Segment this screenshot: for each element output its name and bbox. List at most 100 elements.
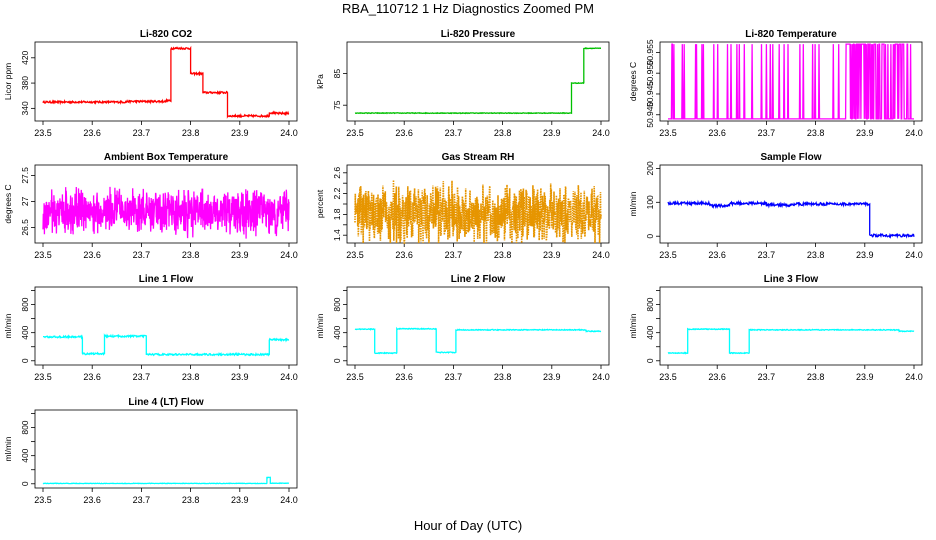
x-tick-label: 23.6 [83, 495, 101, 505]
x-tick-label: 24.0 [280, 372, 298, 382]
x-tick-label: 24.0 [592, 128, 610, 138]
x-tick-label: 23.7 [133, 495, 151, 505]
x-tick-label: 23.6 [708, 372, 726, 382]
y-tick-label: 2.6 [332, 167, 342, 179]
x-tick-label: 23.5 [34, 250, 52, 260]
x-tick-label: 24.0 [592, 250, 610, 260]
y-tick-label: 50.940 [645, 101, 655, 127]
panel-title: Line 3 Flow [764, 274, 819, 285]
x-tick-label: 23.7 [133, 250, 151, 260]
x-tick-label: 23.5 [346, 372, 364, 382]
y-tick-label: 50.945 [645, 81, 655, 107]
x-tick-label: 24.0 [905, 128, 923, 138]
y-axis-label: Licor ppm [3, 63, 13, 100]
y-tick-label: 800 [20, 420, 30, 434]
plot-frame [34, 409, 298, 489]
data-series [354, 179, 602, 244]
data-series [42, 45, 290, 119]
x-tick-label: 23.7 [445, 250, 463, 260]
data-series [42, 186, 290, 239]
y-tick-label: 100 [645, 195, 655, 209]
panel-3: Li-820 Temperature degrees C 23.5 23.6 23.7 2… [628, 29, 923, 138]
y-tick-label: 1.4 [332, 229, 342, 241]
x-tick-label: 23.9 [231, 495, 249, 505]
y-tick-label: 200 [645, 161, 655, 175]
panel-9: Line 3 Flow ml/min 23.5 23.6 23.7 23.8 23.9 24.… [628, 274, 923, 382]
y-tick-label: 800 [332, 297, 342, 311]
y-tick-label: 400 [645, 325, 655, 339]
x-tick-label: 23.6 [395, 250, 413, 260]
x-tick-label: 23.9 [231, 250, 249, 260]
x-tick-label: 23.5 [34, 372, 52, 382]
x-tick-label: 24.0 [905, 250, 923, 260]
panel-title: Li-820 Temperature [745, 29, 837, 40]
y-axis-label: degrees C [3, 184, 13, 223]
y-tick-label: 0 [20, 481, 30, 486]
y-tick-label: 800 [645, 297, 655, 311]
y-tick-label: 340 [20, 101, 30, 115]
y-tick-label: 27 [20, 196, 30, 206]
panel-title: Gas Stream RH [442, 152, 515, 163]
x-tick-label: 23.9 [856, 128, 874, 138]
x-tick-label: 23.8 [182, 372, 200, 382]
x-tick-label: 24.0 [280, 250, 298, 260]
x-tick-label: 23.6 [395, 128, 413, 138]
y-axis-label: ml/min [628, 313, 638, 338]
x-tick-label: 23.5 [34, 128, 52, 138]
panel-title: Li-820 Pressure [441, 29, 516, 40]
y-tick-label: 420 [20, 50, 30, 64]
x-tick-label: 24.0 [592, 372, 610, 382]
x-tick-label: 23.7 [758, 250, 776, 260]
x-tick-label: 23.9 [543, 372, 561, 382]
x-tick-label: 23.8 [182, 128, 200, 138]
x-tick-label: 23.9 [543, 128, 561, 138]
x-tick-label: 23.7 [758, 372, 776, 382]
x-tick-label: 23.7 [758, 128, 776, 138]
y-tick-label: 26.5 [20, 219, 30, 236]
y-tick-label: 0 [645, 358, 655, 363]
x-tick-label: 23.5 [34, 495, 52, 505]
y-axis-label: ml/min [315, 313, 325, 338]
x-tick-label: 23.8 [182, 250, 200, 260]
x-tick-label: 23.8 [182, 495, 200, 505]
x-tick-label: 23.6 [395, 372, 413, 382]
plot-frame [659, 41, 923, 122]
plot-frame [34, 41, 298, 122]
x-tick-label: 23.9 [543, 250, 561, 260]
x-tick-label: 23.8 [807, 250, 825, 260]
x-tick-label: 23.6 [708, 128, 726, 138]
x-tick-label: 23.6 [708, 250, 726, 260]
panel-title: Sample Flow [760, 152, 821, 163]
x-tick-label: 23.8 [494, 128, 512, 138]
y-tick-label: 800 [20, 297, 30, 311]
plot-frame [659, 164, 923, 244]
plot-frame [34, 164, 298, 244]
panel-10: Line 4 (LT) Flow ml/min 23.5 23.6 23.7 23.8 23… [3, 397, 298, 505]
panel-1: Li-820 CO2 Licor ppm 23.5 23.6 23.7 23.8 23.9 2… [3, 29, 298, 138]
panel-title: Ambient Box Temperature [104, 152, 229, 163]
y-tick-label: 50.955 [645, 39, 655, 65]
x-tick-label: 23.7 [133, 128, 151, 138]
x-tick-label: 24.0 [280, 495, 298, 505]
y-tick-label: 85 [332, 69, 342, 79]
y-axis-label: percent [315, 189, 325, 218]
x-tick-label: 23.8 [807, 128, 825, 138]
plot-frame [659, 286, 923, 366]
x-tick-label: 23.6 [83, 372, 101, 382]
y-tick-label: 1.8 [332, 208, 342, 220]
y-axis-label: degrees C [628, 62, 638, 101]
panel-8: Line 2 Flow ml/min 23.5 23.6 23.7 23.8 23.9 24.… [315, 274, 610, 382]
data-series [668, 43, 914, 120]
x-tick-label: 23.6 [83, 250, 101, 260]
panel-title: Line 2 Flow [451, 274, 506, 285]
x-tick-label: 23.6 [83, 128, 101, 138]
panel-title: Li-820 CO2 [140, 29, 193, 40]
data-series [42, 476, 290, 485]
panel-4: Ambient Box Temperature degrees C 23.5 23.6… [3, 152, 298, 260]
data-series [667, 327, 915, 355]
y-tick-label: 0 [645, 234, 655, 239]
y-tick-label: 400 [20, 325, 30, 339]
y-axis-label: ml/min [3, 436, 13, 461]
y-tick-label: 27.5 [20, 167, 30, 184]
plot-frame [34, 286, 298, 366]
